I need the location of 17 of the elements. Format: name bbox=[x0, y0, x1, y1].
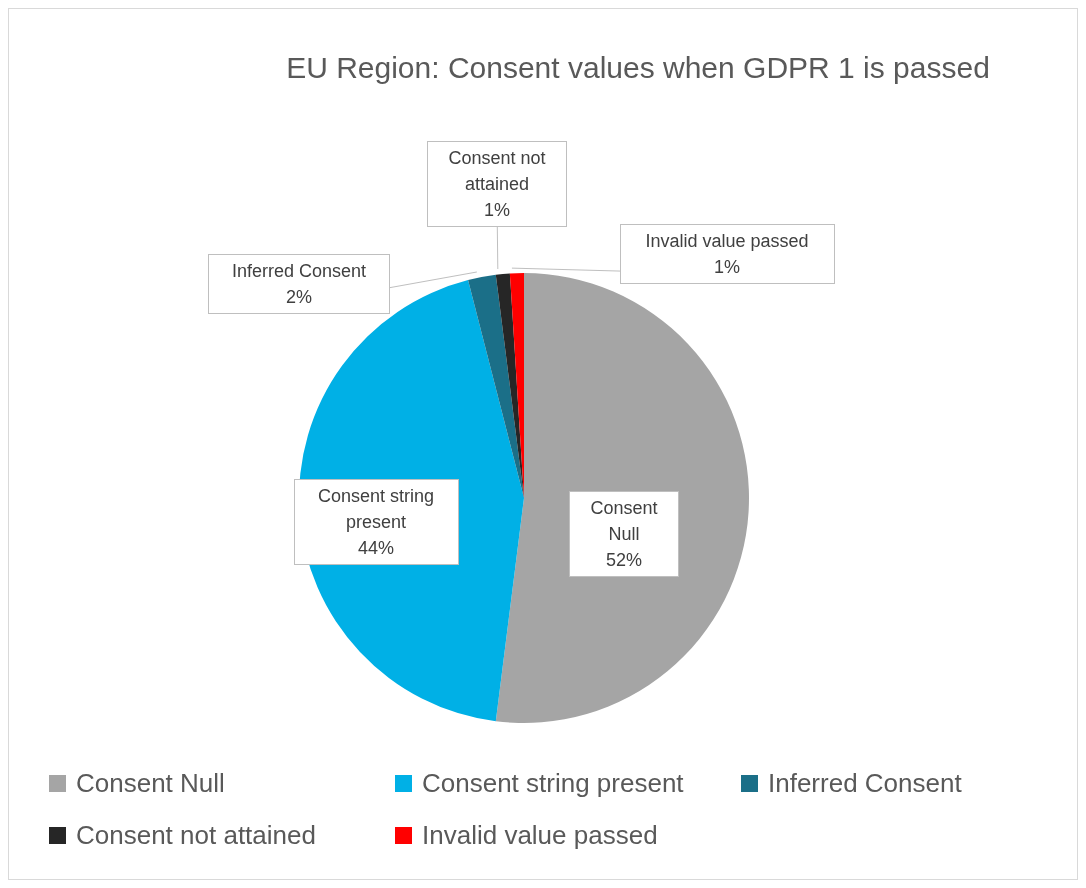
data-label: 44% bbox=[357, 537, 395, 560]
legend-label: Invalid value passed bbox=[422, 819, 658, 851]
slice-label: Inferred Consent bbox=[230, 260, 368, 283]
legend-label: Consent string present bbox=[422, 767, 684, 799]
pie-slice bbox=[468, 274, 524, 498]
slice-label: Consent string present bbox=[316, 485, 436, 534]
legend-label: Consent not attained bbox=[76, 819, 316, 851]
legend-label: Inferred Consent bbox=[768, 767, 962, 799]
slice-label: Consent Null bbox=[589, 497, 659, 546]
legend-label: Consent Null bbox=[76, 767, 225, 799]
chart-title: EU Region: Consent values when GDPR 1 is passed bbox=[285, 51, 991, 85]
slice-label: Invalid value passed bbox=[644, 230, 810, 253]
slice-label: Consent not attained bbox=[447, 147, 547, 196]
data-label: 52% bbox=[605, 549, 643, 572]
data-label: 1% bbox=[483, 199, 511, 222]
data-label: 1% bbox=[713, 256, 741, 279]
data-label: 2% bbox=[285, 286, 313, 309]
